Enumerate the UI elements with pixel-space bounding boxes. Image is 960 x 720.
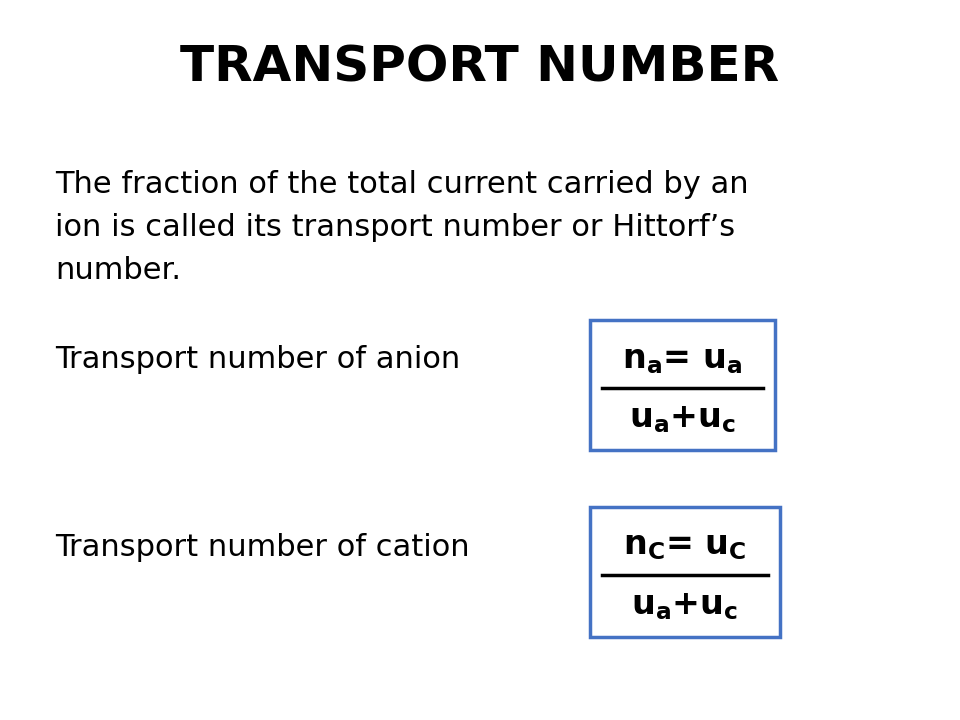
Text: TRANSPORT NUMBER: TRANSPORT NUMBER: [180, 44, 780, 92]
Text: Transport number of cation: Transport number of cation: [55, 534, 469, 562]
Text: $\mathbf{n_C}$= $\mathbf{u_C}$: $\mathbf{n_C}$= $\mathbf{u_C}$: [623, 529, 747, 562]
Text: $\mathbf{u_a}$+$\mathbf{u_c}$: $\mathbf{u_a}$+$\mathbf{u_c}$: [632, 589, 738, 622]
Text: $\mathbf{u_a}$+$\mathbf{u_c}$: $\mathbf{u_a}$+$\mathbf{u_c}$: [629, 402, 736, 436]
Text: $\mathbf{n_a}$= $\mathbf{u_a}$: $\mathbf{n_a}$= $\mathbf{u_a}$: [622, 343, 743, 376]
FancyBboxPatch shape: [590, 320, 775, 450]
Text: The fraction of the total current carried by an
ion is called its transport numb: The fraction of the total current carrie…: [55, 170, 749, 284]
Text: Transport number of anion: Transport number of anion: [55, 346, 460, 374]
FancyBboxPatch shape: [590, 507, 780, 637]
